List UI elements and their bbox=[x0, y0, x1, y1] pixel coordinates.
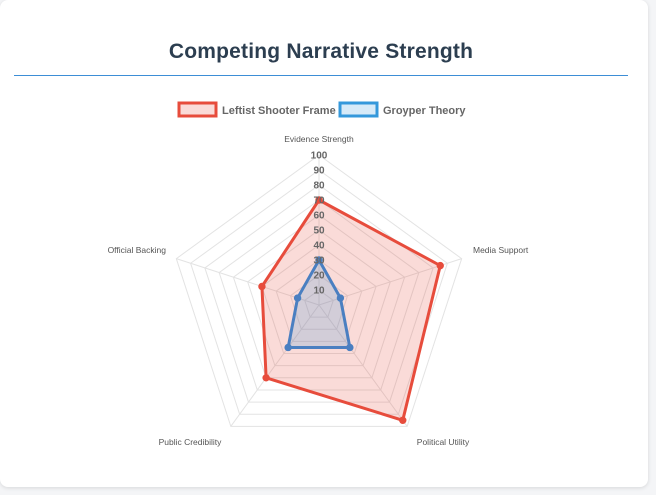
legend-label: Leftist Shooter Frame bbox=[222, 105, 336, 117]
tick-label: 90 bbox=[313, 166, 325, 177]
grid-ring bbox=[190, 169, 448, 415]
data-point bbox=[436, 261, 444, 270]
grid-ring bbox=[304, 289, 334, 318]
data-point bbox=[315, 256, 323, 264]
tick-label: 100 bbox=[311, 151, 328, 162]
axis-label: Media Support bbox=[473, 245, 529, 255]
data-point bbox=[293, 294, 302, 302]
grid-ring bbox=[275, 259, 363, 342]
data-point bbox=[336, 294, 345, 302]
axis-label: Political Utility bbox=[417, 437, 470, 447]
series-leftist-shooter-frame bbox=[258, 196, 444, 424]
grid-ring bbox=[261, 244, 377, 355]
radial-tick-labels: 10 20 30 40 50 60 70 80 90 100 bbox=[311, 151, 328, 297]
tick-label: 10 bbox=[313, 286, 325, 297]
data-point bbox=[315, 196, 323, 204]
chart-title: Competing Narrative Strength bbox=[168, 40, 474, 63]
axis-spoke bbox=[318, 304, 408, 427]
grid-ring bbox=[247, 229, 391, 367]
axis-label: Public Credibility bbox=[159, 437, 223, 447]
grid-ring bbox=[232, 214, 406, 379]
chart-card: Competing Narrative Strength bbox=[0, 0, 648, 487]
grid-ring bbox=[218, 199, 420, 391]
title-divider bbox=[14, 75, 628, 76]
radar-series bbox=[258, 196, 444, 424]
legend-item: Groyper Theory bbox=[338, 101, 466, 118]
legend: Leftist Shooter Frame Groyper Theory bbox=[177, 101, 466, 118]
grid-ring bbox=[289, 274, 349, 330]
tick-label: 60 bbox=[313, 211, 325, 222]
legend-swatch bbox=[177, 101, 218, 118]
data-point bbox=[262, 374, 270, 382]
tick-label: 30 bbox=[313, 256, 325, 267]
data-point bbox=[346, 343, 354, 352]
tick-label: 20 bbox=[313, 271, 325, 282]
series-groyper-theory bbox=[284, 256, 354, 352]
grid-ring bbox=[204, 184, 434, 403]
axis-labels: Evidence Strength Media Support Political … bbox=[108, 134, 529, 447]
grid-ring bbox=[175, 154, 463, 427]
tick-label: 50 bbox=[313, 226, 325, 237]
data-point bbox=[258, 282, 266, 291]
data-point bbox=[399, 416, 407, 424]
legend-item: Leftist Shooter Frame bbox=[177, 101, 336, 118]
radar-grid bbox=[175, 154, 463, 427]
axis-label: Evidence Strength bbox=[284, 134, 354, 144]
tick-label: 80 bbox=[313, 181, 325, 192]
series-area bbox=[286, 256, 352, 349]
data-point bbox=[284, 343, 292, 352]
axis-label: Official Backing bbox=[108, 245, 167, 255]
legend-label: Groyper Theory bbox=[383, 105, 466, 117]
tick-label: 70 bbox=[313, 196, 325, 207]
axis-spoke bbox=[230, 304, 320, 427]
legend-swatch bbox=[338, 101, 379, 118]
series-area bbox=[260, 198, 442, 423]
tick-label: 40 bbox=[313, 241, 325, 252]
